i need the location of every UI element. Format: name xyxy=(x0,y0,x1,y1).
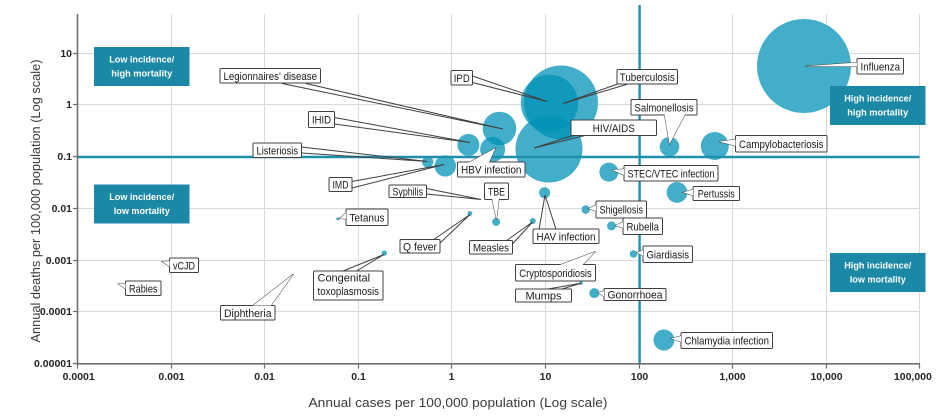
svg-text:Low incidence/: Low incidence/ xyxy=(109,192,174,203)
svg-text:10,000: 10,000 xyxy=(810,371,842,383)
svg-text:high mortality: high mortality xyxy=(847,108,909,119)
svg-text:Salmonellosis: Salmonellosis xyxy=(635,102,694,114)
svg-text:toxoplasmosis: toxoplasmosis xyxy=(318,286,380,298)
svg-text:Low incidence/: Low incidence/ xyxy=(109,55,174,66)
svg-text:0.1: 0.1 xyxy=(57,151,72,163)
svg-text:Annual deaths per 100,000 popu: Annual deaths per 100,000 population (Lo… xyxy=(28,60,43,343)
svg-text:0.0001: 0.0001 xyxy=(63,371,95,383)
svg-text:100,000: 100,000 xyxy=(894,371,932,383)
svg-text:Pertussis: Pertussis xyxy=(698,189,735,201)
svg-text:1,000: 1,000 xyxy=(719,371,745,383)
svg-text:STEC/VTEC infection: STEC/VTEC infection xyxy=(628,168,715,180)
svg-text:Syphilis: Syphilis xyxy=(393,186,424,198)
svg-text:low mortality: low mortality xyxy=(850,275,907,286)
svg-text:1: 1 xyxy=(66,99,72,111)
svg-text:HIV/AIDS: HIV/AIDS xyxy=(593,123,635,135)
svg-text:IMD: IMD xyxy=(333,180,349,192)
svg-text:0.01: 0.01 xyxy=(52,203,73,215)
svg-text:Legionnaires' disease: Legionnaires' disease xyxy=(224,71,318,83)
svg-text:High incidence/: High incidence/ xyxy=(844,261,911,272)
svg-text:0.1: 0.1 xyxy=(351,371,366,383)
svg-text:Mumps: Mumps xyxy=(525,291,562,303)
svg-text:vCJD: vCJD xyxy=(173,260,195,272)
svg-text:HAV infection: HAV infection xyxy=(537,231,596,243)
svg-text:high mortality: high mortality xyxy=(111,69,173,80)
svg-text:Tetanus: Tetanus xyxy=(350,212,385,224)
svg-text:Measles: Measles xyxy=(473,242,509,254)
svg-text:Gonorrhoea: Gonorrhoea xyxy=(608,290,664,302)
svg-text:Giardiasis: Giardiasis xyxy=(647,249,690,261)
svg-text:Shigellosis: Shigellosis xyxy=(600,205,644,217)
svg-text:Annual cases per 100,000 popul: Annual cases per 100,000 population (Log… xyxy=(309,395,608,410)
svg-text:TBE: TBE xyxy=(488,186,505,198)
svg-text:Q fever: Q fever xyxy=(403,241,437,253)
svg-text:Rabies: Rabies xyxy=(129,283,158,295)
svg-text:Rubella: Rubella xyxy=(627,221,660,233)
svg-text:IHID: IHID xyxy=(312,115,331,127)
svg-text:0.01: 0.01 xyxy=(254,371,275,383)
svg-text:100: 100 xyxy=(631,371,649,383)
svg-text:10: 10 xyxy=(60,48,72,60)
svg-text:10: 10 xyxy=(540,371,552,383)
svg-text:0.0001: 0.0001 xyxy=(40,306,72,318)
svg-text:1: 1 xyxy=(449,371,455,383)
svg-text:Campylobacteriosis: Campylobacteriosis xyxy=(739,139,824,151)
svg-text:Congenital: Congenital xyxy=(318,273,371,285)
svg-text:High incidence/: High incidence/ xyxy=(844,94,911,105)
svg-text:HBV infection: HBV infection xyxy=(461,165,522,177)
svg-text:Tuberculosis: Tuberculosis xyxy=(620,72,675,84)
svg-text:Listeriosis: Listeriosis xyxy=(257,145,299,157)
svg-text:Influenza: Influenza xyxy=(861,61,901,73)
svg-text:0.001: 0.001 xyxy=(158,371,184,383)
svg-text:Chlamydia infection: Chlamydia infection xyxy=(685,336,770,348)
svg-text:0.00001: 0.00001 xyxy=(34,358,72,370)
svg-text:Diphtheria: Diphtheria xyxy=(224,308,272,320)
svg-text:low mortality: low mortality xyxy=(114,206,171,217)
svg-text:0.001: 0.001 xyxy=(46,255,72,267)
svg-text:Cryptosporidiosis: Cryptosporidiosis xyxy=(519,268,592,280)
svg-text:IPD: IPD xyxy=(454,73,470,85)
